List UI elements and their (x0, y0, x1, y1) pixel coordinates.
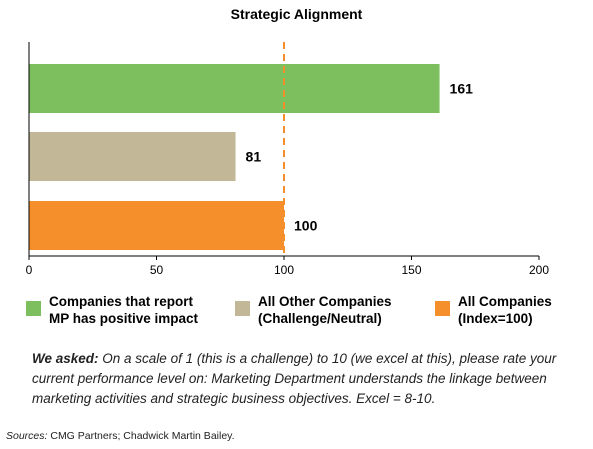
survey-question-note: We asked: On a scale of 1 (this is a cha… (32, 349, 588, 409)
legend-swatch-other-companies (235, 301, 250, 316)
question-lead: We asked: (32, 351, 99, 366)
legend-label-line2: (Index=100) (458, 311, 533, 326)
bar-1 (29, 132, 236, 181)
legend-item-positive-impact: Companies that report MP has positive im… (26, 293, 198, 327)
legend-label-line1: All Other Companies (258, 294, 392, 309)
bar-value-label-1: 81 (246, 149, 262, 165)
sources-label: Sources: (6, 430, 48, 442)
legend-swatch-all-companies (435, 301, 450, 316)
legend-item-other-companies: All Other Companies (Challenge/Neutral) (235, 293, 392, 327)
sources-text: CMG Partners; Chadwick Martin Bailey. (47, 430, 235, 442)
x-tick-label-3: 150 (401, 263, 421, 277)
legend-label-line2: MP has positive impact (49, 311, 199, 326)
x-tick-label-1: 50 (150, 263, 164, 277)
legend-label-line1: All Companies (458, 294, 552, 309)
legend-swatch-positive-impact (26, 301, 41, 316)
legend-label-line2: (Challenge/Neutral) (258, 311, 382, 326)
bar-0 (29, 64, 440, 113)
chart-title: Strategic Alignment (230, 6, 363, 22)
sources-note: Sources: CMG Partners; Chadwick Martin B… (6, 430, 235, 442)
bar-value-label-0: 161 (450, 81, 474, 97)
x-tick-label-4: 200 (529, 263, 549, 277)
legend-item-all-companies: All Companies (Index=100) (435, 293, 552, 327)
bar-2 (29, 201, 284, 250)
legend-label-line1: Companies that report (49, 294, 194, 309)
bar-chart: 161 81 100 0 50 100 150 200 (26, 42, 549, 277)
x-tick-label-0: 0 (26, 263, 33, 277)
bar-value-label-2: 100 (294, 218, 318, 234)
x-tick-label-2: 100 (274, 263, 294, 277)
question-text: On a scale of 1 (this is a challenge) to… (32, 351, 557, 406)
